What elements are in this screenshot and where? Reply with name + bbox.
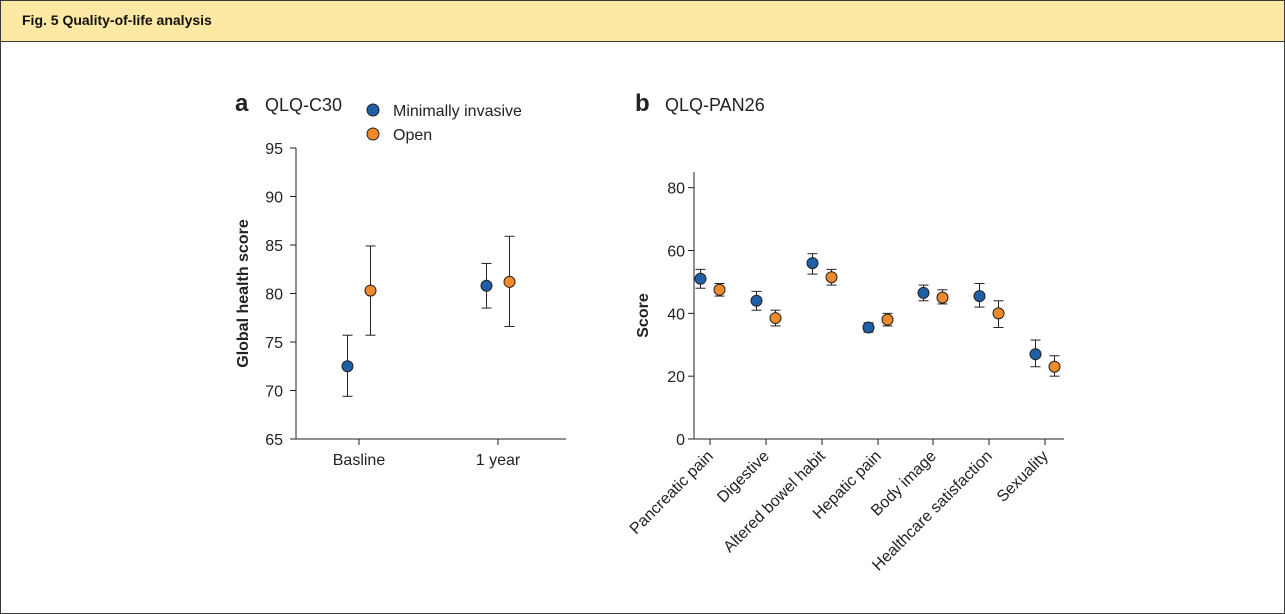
data-point bbox=[694, 272, 707, 285]
x-tick-label: Altered bowel habit bbox=[721, 447, 830, 556]
data-point bbox=[881, 313, 894, 326]
y-tick-label: 20 bbox=[667, 369, 685, 386]
panel-a-y-label: Global health score bbox=[235, 219, 252, 368]
y-tick-label: 80 bbox=[265, 287, 283, 304]
figure-title: Fig. 5 Quality-of-life analysis bbox=[22, 12, 212, 28]
x-tick-label: Pancreatic pain bbox=[627, 448, 717, 538]
data-point bbox=[1048, 360, 1061, 373]
panel-b-letter: b bbox=[635, 90, 650, 117]
data-point bbox=[917, 286, 930, 299]
data-point bbox=[825, 271, 838, 284]
panel-b-y-label: Score bbox=[635, 293, 652, 338]
figure-header: Fig. 5 Quality-of-life analysis bbox=[1, 1, 1284, 42]
legend-label: Minimally invasive bbox=[393, 103, 522, 120]
data-point bbox=[806, 257, 819, 270]
figure-charts: a QLQ-C30 65 70 75 80 85 90 95 Global health scor… bbox=[235, 90, 1064, 574]
data-point bbox=[750, 294, 763, 307]
data-point bbox=[503, 275, 516, 288]
legend-marker bbox=[366, 103, 380, 117]
x-tick-label: 1 year bbox=[476, 452, 521, 469]
data-point bbox=[769, 312, 782, 325]
legend-label: Open bbox=[393, 127, 432, 144]
data-point bbox=[973, 290, 986, 303]
y-tick-label: 60 bbox=[667, 244, 685, 261]
data-point bbox=[1029, 348, 1042, 361]
panel-b-title: QLQ-PAN26 bbox=[665, 95, 765, 115]
data-point bbox=[936, 291, 949, 304]
x-tick-label: Digestive bbox=[714, 448, 773, 507]
data-point bbox=[862, 321, 875, 334]
y-tick-label: 40 bbox=[667, 306, 685, 323]
y-tick-label: 75 bbox=[265, 335, 283, 352]
y-tick-label: 85 bbox=[265, 238, 283, 255]
y-tick-label: 80 bbox=[667, 181, 685, 198]
legend-marker bbox=[366, 127, 380, 141]
x-tick-label: Basline bbox=[333, 452, 386, 469]
data-point bbox=[992, 307, 1005, 320]
y-tick-label: 65 bbox=[265, 432, 283, 449]
y-tick-label: 95 bbox=[265, 141, 283, 158]
y-tick-label: 70 bbox=[265, 384, 283, 401]
data-point bbox=[364, 284, 377, 297]
y-tick-label: 90 bbox=[265, 190, 283, 207]
panel-a-title: QLQ-C30 bbox=[265, 95, 342, 115]
panel-a-letter: a bbox=[235, 90, 249, 117]
y-tick-label: 0 bbox=[676, 432, 685, 449]
data-point bbox=[480, 279, 493, 292]
data-point bbox=[341, 360, 354, 373]
data-point bbox=[713, 283, 726, 296]
x-tick-label: Sexuality bbox=[994, 448, 1052, 506]
